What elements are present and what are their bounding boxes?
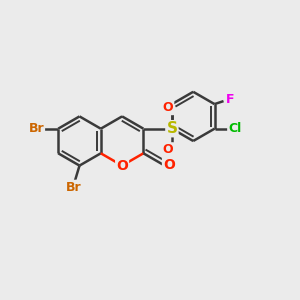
Text: F: F [226, 93, 235, 106]
Text: Br: Br [28, 122, 44, 135]
Text: S: S [167, 121, 177, 136]
Text: Br: Br [66, 181, 81, 194]
Text: O: O [163, 101, 173, 114]
Text: O: O [163, 158, 175, 172]
Text: O: O [163, 143, 173, 156]
Text: Cl: Cl [228, 122, 242, 135]
Text: O: O [116, 159, 128, 172]
